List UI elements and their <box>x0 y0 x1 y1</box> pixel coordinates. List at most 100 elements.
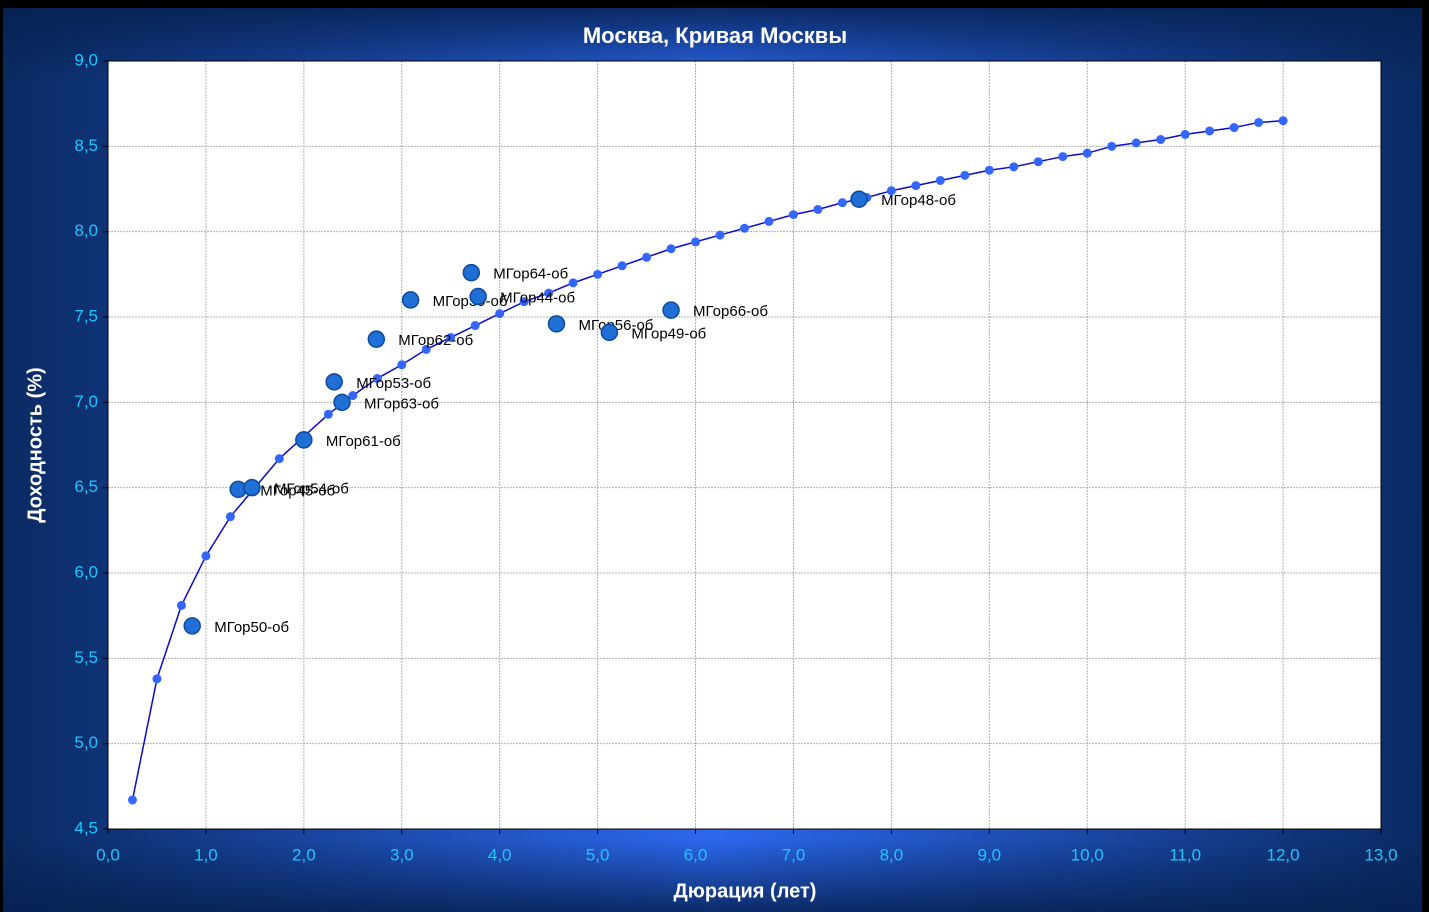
curve-point <box>470 321 480 331</box>
bond-point <box>662 301 680 319</box>
curve-point <box>764 216 774 226</box>
bond-label: МГор64-об <box>493 266 568 283</box>
curve-point <box>348 391 358 401</box>
curve-point <box>1205 126 1215 136</box>
bond-label: МГор56-об <box>578 317 653 334</box>
x-tick-label: 1,0 <box>194 845 218 864</box>
curve-point <box>421 344 431 354</box>
bond-label: МГор49-об <box>631 325 706 342</box>
y-tick-label: 5,5 <box>74 648 98 667</box>
bond-point <box>547 315 566 333</box>
curve-point <box>960 170 970 180</box>
curve-point <box>446 332 456 342</box>
curve-point <box>201 551 211 561</box>
curve-point <box>568 278 578 288</box>
curve-point <box>127 795 137 805</box>
curve-point <box>740 223 749 233</box>
bond-point <box>183 617 201 635</box>
x-axis-label: Дюрация (лет) <box>674 880 817 902</box>
bond-label: МГор39-об <box>433 293 508 310</box>
bond-point <box>325 373 343 391</box>
curve-point <box>813 204 823 214</box>
curve-point <box>1180 129 1190 139</box>
bond-label: МГор44-об <box>500 289 575 306</box>
y-tick-label: 7,0 <box>74 392 98 411</box>
curve-point <box>1107 141 1117 151</box>
y-tick-label: 8,5 <box>74 136 98 155</box>
y-tick-label: 8,0 <box>74 221 98 240</box>
y-tick-label: 6,5 <box>74 477 98 496</box>
curve-point <box>323 409 333 419</box>
curve-point <box>495 309 505 319</box>
bond-point <box>469 287 487 306</box>
curve-point <box>715 230 725 240</box>
x-tick-label: 9,0 <box>977 845 1001 864</box>
curve-point <box>1131 138 1141 148</box>
curve-point <box>1278 116 1288 126</box>
curve-point <box>1229 123 1239 133</box>
bond-label: МГор53-об <box>356 375 431 392</box>
chart-title: Москва, Кривая Москвы <box>583 23 847 48</box>
y-tick-label: 6,0 <box>74 562 98 581</box>
curve-point <box>1156 135 1166 145</box>
curve-point <box>593 269 603 279</box>
curve-point <box>372 373 382 383</box>
x-tick-label: 11,0 <box>1169 845 1201 864</box>
curve-point <box>274 454 284 464</box>
x-tick-label: 5,0 <box>586 845 610 864</box>
x-tick-label: 2,0 <box>292 845 316 864</box>
curve-point <box>152 674 162 684</box>
bond-label: МГор63-об <box>364 395 439 412</box>
x-tick-label: 8,0 <box>880 845 904 864</box>
curve-point <box>837 198 847 208</box>
curve-point <box>1033 157 1043 167</box>
curve-point <box>984 165 994 175</box>
plot-area <box>107 60 1382 830</box>
bond-point <box>600 323 619 342</box>
curve-point <box>617 261 627 271</box>
bond-point <box>243 478 261 497</box>
x-tick-label: 13,0 <box>1364 845 1397 864</box>
x-tick-label: 3,0 <box>390 845 414 864</box>
curve-point <box>788 210 798 220</box>
curve-point <box>911 181 921 191</box>
y-tick-label: 4,5 <box>74 818 98 837</box>
curve-point <box>642 252 652 262</box>
bond-label: МГор50-об <box>214 619 289 636</box>
curve-point <box>544 288 554 298</box>
curve-point <box>397 360 407 370</box>
curve-point <box>1009 162 1019 172</box>
bond-point <box>462 263 481 282</box>
bond-point <box>367 330 386 348</box>
curve-point <box>1082 148 1092 158</box>
plot-border <box>107 60 1382 830</box>
bond-label: МГор48-об <box>881 192 956 209</box>
x-tick-label: 7,0 <box>782 845 806 864</box>
curve-point <box>691 237 701 247</box>
curve-point <box>1254 117 1264 127</box>
bond-label: МГор66-об <box>693 303 768 320</box>
y-tick-label: 7,5 <box>74 306 98 325</box>
x-tick-label: 4,0 <box>488 845 512 864</box>
x-tick-label: 10,0 <box>1071 845 1104 864</box>
bond-label: МГор61-об <box>326 433 401 450</box>
bond-label: МГор62-об <box>398 332 473 349</box>
curve-point <box>1058 152 1068 162</box>
bond-point <box>401 291 420 309</box>
bond-point <box>850 190 868 208</box>
bond-point <box>333 393 351 412</box>
x-tick-label: 0,0 <box>96 845 120 864</box>
bond-point <box>295 431 313 449</box>
bond-label: МГор45-об <box>260 482 335 499</box>
curve-point <box>666 244 676 254</box>
curve-point <box>519 297 529 307</box>
x-tick-label: 6,0 <box>684 845 708 864</box>
x-tick-label: 12,0 <box>1267 845 1300 864</box>
curve-point <box>886 186 896 196</box>
y-axis-label: Доходность (%) <box>24 367 46 522</box>
y-tick-label: 9,0 <box>74 50 98 69</box>
curve-point <box>176 600 186 610</box>
curve-point <box>935 175 945 185</box>
y-tick-label: 5,0 <box>74 733 98 752</box>
